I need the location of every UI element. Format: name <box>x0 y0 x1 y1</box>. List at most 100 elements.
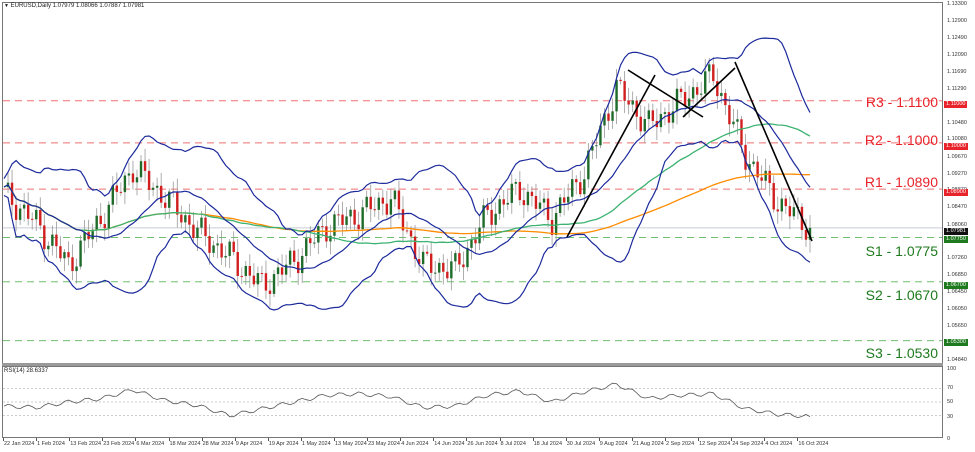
candle-body <box>385 203 389 215</box>
candle-body <box>643 119 646 132</box>
candle-body <box>639 116 642 132</box>
time-axis-tick <box>665 438 666 441</box>
price-axis-label: 1.06050 <box>947 306 967 313</box>
candle-body <box>305 238 308 256</box>
r1-label: R1 - 1.0890 <box>864 174 938 190</box>
trendline <box>627 69 704 118</box>
candle-body <box>115 185 119 192</box>
candle-body <box>575 179 578 183</box>
candle-body <box>95 215 98 230</box>
time-axis-tick <box>466 438 468 441</box>
candle-body <box>220 243 223 258</box>
price-pane[interactable] <box>2 2 943 364</box>
candle-body <box>498 199 501 214</box>
time-axis-label: 16 Oct 2024 <box>798 441 829 447</box>
candle-body <box>490 209 493 225</box>
candle-body <box>550 219 554 235</box>
candle-body <box>748 164 751 170</box>
candle-body <box>139 161 143 178</box>
candle-body <box>280 267 284 275</box>
candle-body <box>83 232 86 241</box>
candle-body <box>510 183 513 203</box>
price-axis-label: 1.12090 <box>947 51 967 58</box>
candle-body <box>176 191 179 215</box>
rsi-axis-70: 70 <box>947 385 954 391</box>
candle-body <box>651 110 655 121</box>
rsi-axis-50: 50 <box>947 399 954 405</box>
time-axis-tick <box>565 438 567 441</box>
candle-body <box>691 87 695 99</box>
candle-body <box>538 202 542 209</box>
candle-body <box>357 224 360 230</box>
candle-body <box>232 241 235 252</box>
time-axis-tick <box>367 438 369 441</box>
candle-body <box>301 255 304 274</box>
time-axis-tick <box>334 438 335 441</box>
price-axis-label: 1.04840 <box>947 357 967 363</box>
price-axis-label: 1.10480 <box>947 119 967 126</box>
candle-body <box>518 181 522 201</box>
pane-separator[interactable] <box>2 363 943 366</box>
time-axis-label: 28 Mar 2024 <box>202 441 234 447</box>
time-axis-tick <box>400 438 402 441</box>
time-axis-label: 1 May 2024 <box>301 441 331 447</box>
candle-body <box>59 246 62 259</box>
candle-body <box>534 195 538 209</box>
candle-body <box>309 238 312 244</box>
time-axis-tick <box>698 438 700 441</box>
candle-body <box>216 243 219 246</box>
time-axis-tick <box>433 438 435 441</box>
candle-body <box>337 214 340 216</box>
candle-body <box>752 161 755 165</box>
candle-body <box>494 213 497 225</box>
candle-body <box>196 227 199 239</box>
candle-body <box>607 113 610 121</box>
collapse-triangle-icon[interactable]: ▼ <box>4 3 9 9</box>
candle-body <box>389 199 393 215</box>
candle-body <box>119 191 123 193</box>
candle-body <box>268 290 272 294</box>
r3-label: R3 - 1.1100 <box>865 94 938 110</box>
candle-body <box>792 207 796 217</box>
time-axis-tick <box>731 438 733 441</box>
candle-body <box>292 250 296 262</box>
candle-body <box>591 146 594 151</box>
candle-body <box>361 207 364 230</box>
candle-body <box>579 182 582 195</box>
candle-body <box>740 119 743 145</box>
rsi-axis-100: 100 <box>947 366 957 372</box>
candle-body <box>708 64 711 72</box>
candle-body <box>373 209 376 211</box>
candle-body <box>454 253 457 262</box>
candle-body <box>627 100 630 105</box>
candle-body <box>776 209 779 212</box>
time-axis-label: 14 Jun 2024 <box>434 441 465 447</box>
candle-body <box>168 191 171 208</box>
candle-body <box>147 170 151 190</box>
price-axis-label: 1.09670 <box>947 153 967 160</box>
s2-label: S2 - 1.0670 <box>865 287 938 303</box>
candle-body <box>526 191 530 206</box>
time-axis-tick <box>102 438 104 441</box>
bollinger-upper <box>3 37 811 236</box>
candle-body <box>99 215 102 225</box>
candle-body <box>22 204 26 209</box>
candle-body <box>296 261 300 274</box>
candle-body <box>325 226 328 242</box>
candle-body <box>401 209 405 231</box>
bollinger-middle <box>3 98 811 270</box>
candle-body <box>272 274 276 294</box>
candle-body <box>369 196 372 210</box>
candle-body <box>772 183 775 210</box>
r1-price-tag: 1.08900 <box>944 189 968 196</box>
time-axis-label: 2 Sep 2024 <box>666 441 695 447</box>
candle-body <box>67 252 70 258</box>
candle-body <box>647 110 651 120</box>
time-axis-label: 18 Mar 2024 <box>169 441 201 447</box>
time-axis-tick <box>631 438 633 441</box>
candle-body <box>200 217 203 228</box>
s3-price-tag: 1.05300 <box>944 339 968 346</box>
candle-body <box>603 113 606 126</box>
candle-body <box>276 267 280 275</box>
candle-body <box>671 111 675 123</box>
